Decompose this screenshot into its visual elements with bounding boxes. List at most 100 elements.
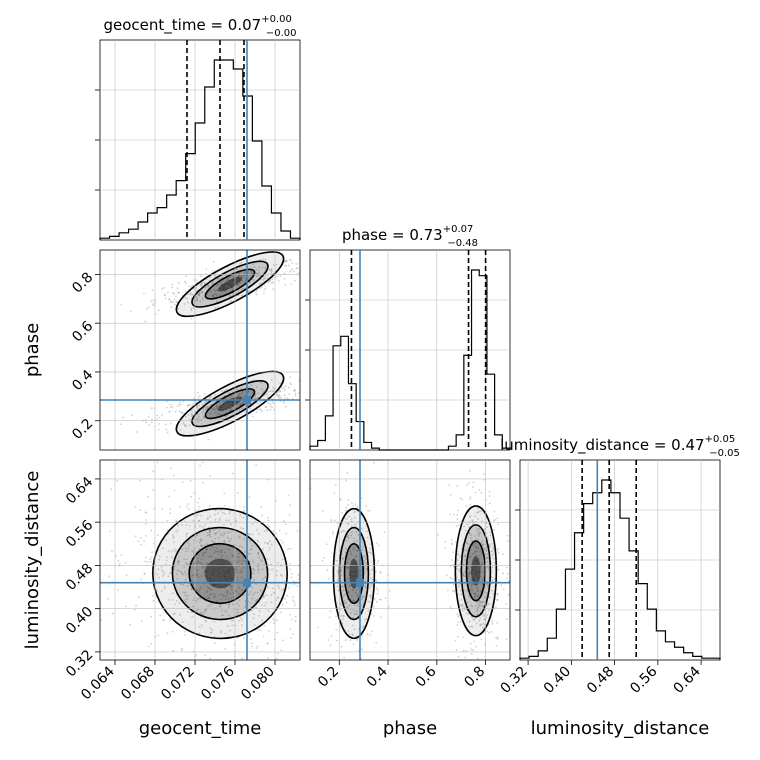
scatter-point bbox=[185, 424, 187, 427]
scatter-point bbox=[470, 584, 473, 587]
scatter-point bbox=[463, 548, 466, 551]
scatter-point bbox=[464, 656, 467, 659]
scatter-point bbox=[161, 547, 164, 550]
scatter-point bbox=[353, 628, 356, 631]
scatter-point bbox=[383, 531, 386, 534]
scatter-point bbox=[207, 596, 209, 599]
scatter-point bbox=[486, 603, 489, 606]
scatter-point bbox=[477, 576, 479, 578]
scatter-point bbox=[212, 569, 215, 571]
scatter-point bbox=[253, 569, 256, 572]
scatter-point bbox=[251, 415, 254, 418]
scatter-point bbox=[466, 523, 469, 526]
scatter-point bbox=[477, 507, 480, 509]
scatter-point bbox=[296, 272, 299, 275]
scatter-point bbox=[227, 559, 229, 561]
pair-content bbox=[100, 461, 304, 660]
scatter-point bbox=[240, 402, 243, 405]
scatter-point bbox=[222, 279, 224, 282]
y-tick-label: 0.56 bbox=[63, 517, 96, 550]
scatter-point bbox=[346, 535, 349, 538]
scatter-point bbox=[464, 563, 467, 566]
scatter-point bbox=[276, 395, 279, 398]
scatter-point bbox=[476, 533, 479, 536]
scatter-point bbox=[462, 605, 465, 608]
scatter-point bbox=[201, 552, 204, 555]
scatter-point bbox=[205, 548, 208, 551]
scatter-point bbox=[388, 605, 390, 608]
scatter-point bbox=[228, 571, 231, 574]
scatter-point bbox=[239, 403, 242, 405]
scatter-point bbox=[224, 407, 227, 410]
scatter-point bbox=[226, 284, 229, 287]
scatter-point bbox=[212, 574, 215, 577]
scatter-point bbox=[455, 541, 457, 543]
scatter-point bbox=[340, 569, 343, 572]
scatter-point bbox=[490, 630, 493, 633]
scatter-point bbox=[453, 589, 456, 592]
y-axis-label-luminosity_distance: luminosity_distance bbox=[22, 471, 43, 650]
scatter-point bbox=[482, 622, 485, 625]
scatter-point bbox=[362, 545, 365, 548]
scatter-point bbox=[219, 605, 222, 607]
scatter-point bbox=[198, 505, 201, 508]
pair-frame bbox=[99, 459, 301, 661]
scatter-point bbox=[456, 624, 459, 626]
scatter-point bbox=[224, 647, 227, 650]
scatter-point bbox=[285, 601, 288, 604]
scatter-point bbox=[196, 299, 199, 302]
scatter-point bbox=[363, 567, 366, 570]
y-tick-label: 0.2 bbox=[69, 416, 96, 443]
scatter-point bbox=[282, 639, 285, 642]
scatter-point bbox=[208, 588, 211, 591]
scatter-point bbox=[449, 565, 452, 568]
scatter-point bbox=[210, 545, 213, 548]
scatter-point bbox=[360, 574, 363, 577]
scatter-point bbox=[365, 586, 367, 589]
scatter-point bbox=[100, 619, 103, 621]
scatter-point bbox=[496, 592, 499, 595]
scatter-point bbox=[232, 404, 234, 407]
scatter-point bbox=[349, 611, 352, 614]
scatter-point bbox=[290, 283, 293, 286]
scatter-point bbox=[242, 527, 244, 530]
scatter-point bbox=[347, 605, 350, 608]
scatter-point bbox=[225, 556, 228, 559]
scatter-point bbox=[221, 288, 224, 291]
scatter-point bbox=[209, 396, 212, 399]
scatter-point bbox=[220, 579, 223, 582]
scatter-point bbox=[468, 573, 471, 576]
scatter-point bbox=[470, 556, 472, 559]
y-tick-label: 0.4 bbox=[69, 367, 96, 394]
scatter-point bbox=[486, 526, 488, 529]
scatter-point bbox=[363, 555, 366, 558]
scatter-point bbox=[184, 573, 187, 576]
scatter-point bbox=[203, 282, 206, 285]
scatter-point bbox=[224, 584, 227, 587]
y-tick-label: 0.64 bbox=[63, 474, 96, 507]
title-value-luminosity_distance: luminosity_distance = 0.47 bbox=[500, 436, 704, 455]
scatter-point bbox=[143, 539, 145, 542]
scatter-point bbox=[236, 611, 239, 614]
scatter-point bbox=[277, 391, 280, 393]
scatter-point bbox=[218, 288, 221, 291]
scatter-point bbox=[302, 541, 304, 543]
title-luminosity_distance: luminosity_distance = 0.47+0.05 −0.05 bbox=[500, 434, 740, 459]
scatter-point bbox=[476, 610, 478, 613]
scatter-point bbox=[224, 279, 227, 282]
scatter-point bbox=[220, 630, 222, 632]
scatter-point bbox=[347, 591, 350, 593]
scatter-point bbox=[466, 542, 469, 545]
scatter-point bbox=[294, 392, 297, 395]
scatter-point bbox=[219, 404, 222, 407]
scatter-point bbox=[238, 400, 241, 403]
scatter-point bbox=[240, 562, 243, 565]
scatter-point bbox=[204, 524, 207, 526]
scatter-point bbox=[200, 562, 203, 565]
scatter-point bbox=[478, 599, 481, 602]
scatter-point bbox=[178, 613, 181, 616]
scatter-point bbox=[488, 490, 491, 493]
scatter-point bbox=[249, 590, 252, 593]
scatter-point bbox=[252, 613, 255, 616]
scatter-point bbox=[474, 593, 477, 596]
